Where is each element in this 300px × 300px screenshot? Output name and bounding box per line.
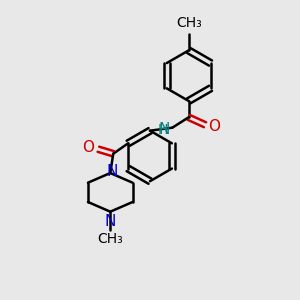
- Text: N: N: [106, 164, 118, 179]
- Text: N: N: [105, 214, 116, 229]
- Text: O: O: [82, 140, 94, 155]
- Text: O: O: [208, 119, 220, 134]
- Text: CH₃: CH₃: [98, 232, 123, 246]
- Text: CH₃: CH₃: [176, 16, 202, 30]
- Text: N: N: [159, 122, 170, 137]
- Text: H: H: [158, 123, 168, 137]
